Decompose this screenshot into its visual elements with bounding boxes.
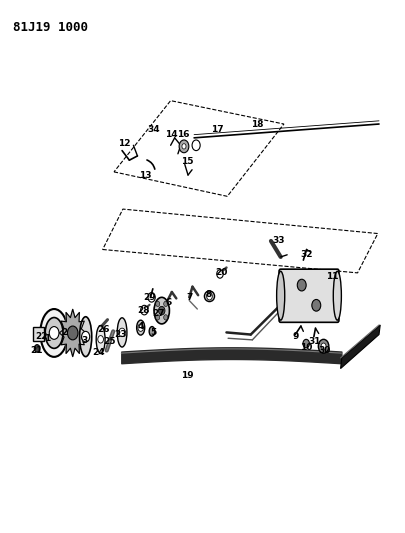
Text: 26: 26 [97, 325, 110, 334]
Text: 81J19 1000: 81J19 1000 [13, 21, 87, 34]
FancyBboxPatch shape [33, 327, 43, 341]
Text: 10: 10 [299, 343, 311, 352]
Text: 3: 3 [81, 336, 87, 345]
Text: 4: 4 [137, 321, 143, 330]
Circle shape [320, 343, 325, 350]
Circle shape [156, 301, 159, 306]
Text: 5: 5 [150, 328, 156, 337]
Polygon shape [340, 325, 379, 368]
Text: 28: 28 [137, 305, 149, 314]
Text: 16: 16 [177, 130, 190, 139]
Circle shape [206, 293, 212, 300]
Circle shape [179, 140, 188, 153]
Text: 20: 20 [215, 269, 227, 277]
Circle shape [181, 144, 185, 149]
Text: 21: 21 [30, 346, 43, 355]
Ellipse shape [40, 309, 68, 357]
Text: 2: 2 [61, 328, 68, 337]
Circle shape [119, 328, 125, 337]
Text: 19: 19 [181, 371, 194, 380]
Text: 1: 1 [44, 334, 50, 343]
Ellipse shape [96, 326, 105, 353]
Text: 7: 7 [186, 293, 193, 302]
Circle shape [67, 326, 78, 340]
Circle shape [311, 300, 320, 311]
FancyBboxPatch shape [278, 269, 338, 322]
Circle shape [163, 314, 167, 320]
Text: 8: 8 [205, 290, 212, 299]
Text: 25: 25 [102, 337, 115, 346]
Circle shape [296, 279, 305, 291]
Circle shape [318, 340, 328, 353]
Circle shape [141, 305, 147, 315]
Circle shape [156, 314, 159, 320]
Text: 9: 9 [292, 332, 298, 341]
Text: 32: 32 [299, 251, 312, 260]
Text: 11: 11 [326, 272, 338, 280]
Circle shape [192, 140, 200, 151]
Ellipse shape [153, 297, 169, 324]
Ellipse shape [45, 318, 63, 349]
Ellipse shape [333, 271, 341, 320]
Circle shape [49, 327, 59, 340]
Text: 6: 6 [165, 298, 171, 307]
Circle shape [302, 340, 309, 348]
Circle shape [158, 306, 164, 315]
Text: 15: 15 [181, 157, 194, 166]
Text: 13: 13 [139, 171, 151, 180]
Ellipse shape [276, 271, 284, 320]
Text: 18: 18 [251, 119, 263, 128]
Polygon shape [59, 309, 86, 357]
Ellipse shape [149, 327, 154, 336]
Text: 34: 34 [147, 125, 160, 134]
Circle shape [98, 336, 103, 343]
Text: 23: 23 [113, 330, 126, 339]
Text: 12: 12 [117, 139, 130, 148]
Text: 14: 14 [165, 130, 177, 139]
Circle shape [138, 324, 143, 332]
Text: 29: 29 [143, 293, 156, 302]
Ellipse shape [136, 320, 144, 335]
Ellipse shape [79, 317, 92, 357]
Text: 30: 30 [318, 346, 330, 355]
Text: 24: 24 [92, 348, 105, 357]
Circle shape [81, 332, 90, 342]
Text: 27: 27 [152, 309, 164, 318]
Circle shape [163, 301, 167, 306]
Circle shape [34, 345, 40, 352]
Text: 33: 33 [272, 237, 285, 246]
Ellipse shape [117, 318, 127, 347]
Text: 31: 31 [307, 337, 320, 346]
Text: 17: 17 [210, 125, 223, 134]
Ellipse shape [204, 291, 214, 302]
Text: 22: 22 [35, 332, 47, 341]
Circle shape [216, 270, 223, 278]
